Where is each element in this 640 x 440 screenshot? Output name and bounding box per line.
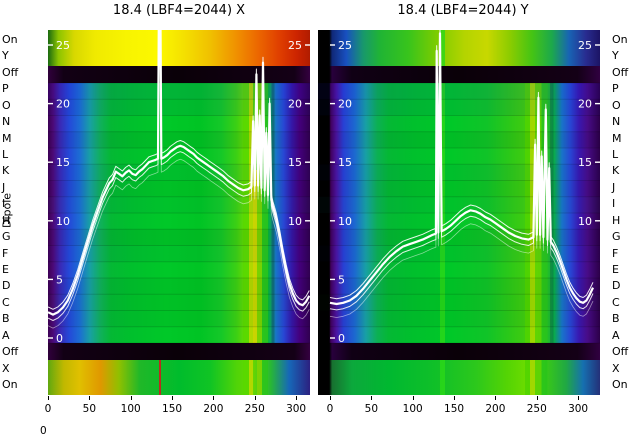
inner-tick-right: 15: [288, 156, 302, 169]
inner-tick-left: 15: [56, 156, 70, 169]
row-label-right: On: [612, 378, 628, 392]
x-tick-label: 100: [402, 403, 423, 415]
x-tick-label: 50: [364, 403, 379, 415]
inner-tick-left: 10: [338, 215, 352, 228]
row-label-right: H: [612, 213, 621, 227]
row-label-left: O: [2, 98, 11, 112]
inner-tick-right: 25: [578, 39, 592, 52]
x-tick-label: 200: [203, 403, 224, 415]
inner-tick-right: 20: [578, 98, 592, 111]
panel-x-title: 18.4 (LBF4=2044) X: [112, 3, 246, 18]
row-label-left: X: [2, 361, 10, 375]
row-label-right: B: [612, 312, 620, 326]
row-label-left: M: [2, 131, 12, 145]
inner-tick-left: 15: [338, 156, 352, 169]
inner-tick-left: 20: [338, 98, 352, 111]
row-label-right: J: [612, 180, 616, 194]
row-label-right: F: [612, 246, 619, 260]
x-tick-mark: [371, 396, 373, 400]
inner-tick-right: 25: [288, 39, 302, 52]
row-label-right: D: [612, 279, 621, 293]
inner-tick-left: 0: [338, 332, 345, 345]
x-tick-mark: [536, 396, 538, 400]
panel-y-title: 18.4 (LBF4=2044) Y: [397, 3, 529, 18]
row-label-right: N: [612, 115, 621, 129]
row-label-left: K: [2, 164, 10, 178]
row-label-right: Y: [612, 49, 619, 63]
x-tick-label: 300: [568, 403, 589, 415]
inner-tick-left: 0: [56, 332, 63, 345]
x-tick-mark: [254, 396, 256, 400]
x-tick-label: 250: [244, 403, 265, 415]
x-tick-label: 200: [485, 403, 506, 415]
row-label-right: A: [612, 328, 620, 342]
inner-tick-right: 10: [288, 215, 302, 228]
x-tick-label: 250: [526, 403, 547, 415]
row-label-left: E: [2, 263, 9, 277]
x-tick-mark: [89, 396, 91, 400]
corner-zero-label: 0: [40, 425, 47, 437]
x-tick-mark: [130, 396, 132, 400]
row-label-left: C: [2, 295, 10, 309]
x-tick-label: 150: [444, 403, 465, 415]
inner-tick-right: 10: [578, 215, 592, 228]
row-label-left: I: [2, 197, 6, 211]
row-label-left: N: [2, 115, 11, 129]
row-label-left: On: [2, 33, 18, 46]
row-label-right: Off: [612, 65, 629, 79]
row-label-left: G: [2, 230, 11, 244]
row-label-right: On: [612, 33, 628, 46]
row-label-left: L: [2, 148, 9, 161]
x-tick-label: 150: [162, 403, 183, 415]
x-tick-label: 100: [120, 403, 141, 415]
row-label-right: Off: [612, 345, 629, 359]
row-label-left: Y: [2, 49, 9, 63]
x-tick-label: 0: [326, 403, 334, 415]
row-label-left: Off: [2, 345, 19, 359]
row-label-left: P: [2, 82, 9, 96]
x-tick-mark: [454, 396, 456, 400]
row-label-right: L: [612, 148, 619, 161]
inner-tick-left: 10: [56, 215, 70, 228]
heatmap-panel-x: 25 20 15 10 5 0 25 20 15 10: [48, 30, 310, 395]
x-tick-mark: [48, 396, 49, 400]
inner-tick-left: 5: [338, 273, 345, 286]
inner-tick-left: 25: [338, 39, 352, 52]
row-label-right: X: [612, 361, 620, 375]
inner-tick-left: 5: [56, 273, 63, 286]
row-label-right: O: [612, 98, 621, 112]
heatmap-panel-y: 25 20 15 10 5 0 25 20 15 10: [318, 30, 600, 395]
row-label-left: F: [2, 246, 9, 260]
x-tick-label: 50: [82, 403, 97, 415]
row-label-right: G: [612, 230, 621, 244]
row-label-left: Off: [2, 65, 19, 79]
row-label-left: B: [2, 312, 10, 326]
x-tick-mark: [330, 396, 331, 400]
row-label-left: D: [2, 279, 11, 293]
x-tick-label: 300: [286, 403, 307, 415]
row-label-left: J: [2, 180, 6, 194]
row-label-right: E: [612, 263, 619, 277]
row-label-right: K: [612, 164, 620, 178]
x-tick-mark: [172, 396, 174, 400]
x-tick-mark: [412, 396, 414, 400]
row-label-right: I: [612, 197, 616, 211]
row-label-left: On: [2, 378, 18, 392]
inner-tick-left: 20: [56, 98, 70, 111]
x-tick-mark: [296, 396, 298, 400]
inner-tick-right: 15: [578, 156, 592, 169]
row-label-left: H: [2, 213, 11, 227]
x-tick-mark: [213, 396, 215, 400]
inner-tick-right: 20: [288, 98, 302, 111]
row-label-left: A: [2, 328, 10, 342]
x-tick-label: 0: [44, 403, 52, 415]
x-tick-mark: [578, 396, 580, 400]
row-label-right: C: [612, 295, 620, 309]
x-tick-mark: [495, 396, 497, 400]
row-label-right: M: [612, 131, 622, 145]
row-label-right: P: [612, 82, 619, 96]
inner-tick-left: 25: [56, 39, 70, 52]
